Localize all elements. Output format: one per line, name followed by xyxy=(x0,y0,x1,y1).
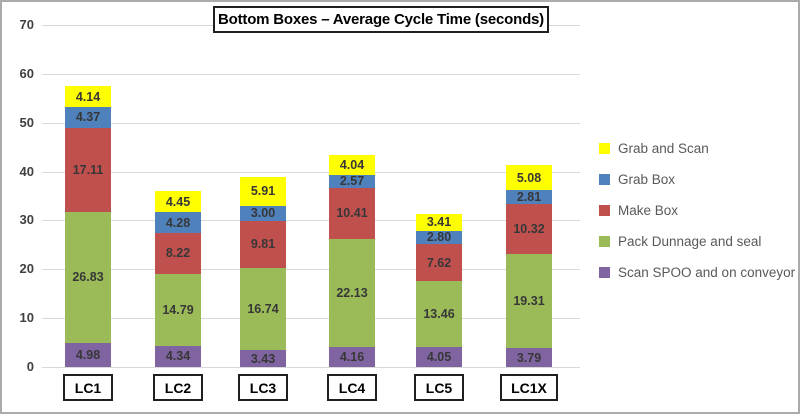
segment-value-label: 4.98 xyxy=(75,347,101,362)
segment-value-label: 17.11 xyxy=(72,162,104,177)
legend-item: Scan SPOO and on conveyor xyxy=(599,257,795,288)
segment-value-label: 14.79 xyxy=(162,302,194,317)
y-axis-tick-label: 50 xyxy=(19,114,34,130)
segment-value-label: 2.80 xyxy=(426,230,452,245)
segment-value-label: 4.45 xyxy=(165,194,191,209)
category-label-lc3: LC3 xyxy=(238,374,288,401)
segment-value-label: 5.91 xyxy=(250,184,276,199)
bar-segment: 2.80 xyxy=(416,230,462,245)
bar-segment: 13.46 xyxy=(416,281,462,348)
segment-value-label: 13.46 xyxy=(423,307,455,322)
gridline-y20 xyxy=(42,269,580,271)
segment-value-label: 2.81 xyxy=(516,189,542,204)
gridline-y50 xyxy=(42,122,580,124)
legend-swatch-icon xyxy=(599,236,610,247)
bar-segment: 19.31 xyxy=(506,254,552,349)
segment-value-label: 4.04 xyxy=(339,158,365,173)
segment-value-label: 7.62 xyxy=(426,255,452,270)
legend-item: Grab and Scan xyxy=(599,133,795,164)
legend-item: Grab Box xyxy=(599,164,795,195)
bar-segment: 4.04 xyxy=(329,155,375,176)
bar-segment: 26.83 xyxy=(65,211,111,343)
bar-segment: 2.81 xyxy=(506,190,552,204)
bar-segment: 16.74 xyxy=(240,268,286,351)
bar-segment: 4.98 xyxy=(65,342,111,367)
segment-value-label: 3.79 xyxy=(516,350,542,365)
bar-segment: 10.32 xyxy=(506,203,552,255)
segment-value-label: 10.32 xyxy=(513,221,545,236)
y-axis-tick-label: 70 xyxy=(19,17,34,32)
legend: Grab and Scan Grab Box Make Box Pack Dunnag… xyxy=(599,133,795,288)
segment-value-label: 4.14 xyxy=(75,89,101,104)
y-axis-tick-label: 40 xyxy=(19,163,34,179)
bar-segment: 5.91 xyxy=(240,176,286,206)
bar-segment: 17.11 xyxy=(65,127,111,212)
legend-swatch-icon xyxy=(599,143,610,154)
bar-segment: 2.57 xyxy=(329,174,375,189)
segment-value-label: 10.41 xyxy=(336,206,368,221)
legend-label: Make Box xyxy=(618,203,679,218)
segment-value-label: 16.74 xyxy=(247,302,279,317)
segment-value-label: 4.28 xyxy=(165,215,191,230)
bar-segment: 7.62 xyxy=(416,244,462,282)
bar-segment: 9.81 xyxy=(240,220,286,269)
category-label-lc2: LC2 xyxy=(153,374,203,401)
legend-label: Pack Dunnage and seal xyxy=(618,234,762,249)
segment-value-label: 3.41 xyxy=(426,215,452,230)
segment-value-label: 8.22 xyxy=(165,246,191,261)
category-label-lc1: LC1 xyxy=(63,374,113,401)
bar-segment: 5.08 xyxy=(506,165,552,190)
bar-segment: 3.79 xyxy=(506,348,552,367)
bar-segment: 4.05 xyxy=(416,347,462,367)
bar-segment: 4.28 xyxy=(155,212,201,234)
segment-value-label: 26.83 xyxy=(72,270,104,285)
legend-label: Grab Box xyxy=(618,172,676,187)
bar-segment: 8.22 xyxy=(155,233,201,274)
y-axis-tick-label: 30 xyxy=(19,212,34,228)
bar-segment: 4.14 xyxy=(65,86,111,107)
segment-value-label: 5.08 xyxy=(516,170,542,185)
legend-label: Scan SPOO and on conveyor xyxy=(618,265,796,280)
segment-value-label: 22.13 xyxy=(336,285,368,300)
segment-value-label: 2.57 xyxy=(339,174,365,189)
segment-value-label: 4.05 xyxy=(426,350,452,365)
chart-title: Bottom Boxes – Average Cycle Time (secon… xyxy=(213,6,549,33)
bar-segment: 10.41 xyxy=(329,187,375,239)
legend-item: Pack Dunnage and seal xyxy=(599,226,795,257)
bar-segment: 3.41 xyxy=(416,213,462,231)
bar-segment: 4.37 xyxy=(65,106,111,128)
segment-value-label: 19.31 xyxy=(513,294,545,309)
segment-value-label: 4.16 xyxy=(339,349,365,364)
y-axis-tick-label: 20 xyxy=(19,261,34,277)
bar-segment: 4.16 xyxy=(329,346,375,367)
bar-segment: 22.13 xyxy=(329,238,375,347)
segment-value-label: 3.00 xyxy=(250,206,276,221)
category-label-lc1x: LC1X xyxy=(500,374,558,401)
legend-swatch-icon xyxy=(599,205,610,216)
segment-value-label: 4.37 xyxy=(75,110,101,125)
y-axis-tick-label: 60 xyxy=(19,65,34,81)
gridline-y10 xyxy=(42,318,580,320)
gridline-y0 xyxy=(42,367,580,368)
category-label-lc4: LC4 xyxy=(327,374,377,401)
segment-value-label: 4.34 xyxy=(165,349,191,364)
legend-swatch-icon xyxy=(599,174,610,185)
y-axis-tick-label: 0 xyxy=(26,359,34,374)
legend-swatch-icon xyxy=(599,267,610,278)
category-label-lc5: LC5 xyxy=(414,374,464,401)
gridline-y60 xyxy=(42,73,580,75)
y-axis-tick-label: 10 xyxy=(19,310,34,326)
bar-segment: 3.43 xyxy=(240,350,286,367)
segment-value-label: 3.43 xyxy=(250,351,276,366)
segment-value-label: 9.81 xyxy=(250,237,276,252)
gridline-y40 xyxy=(42,171,580,173)
bar-segment: 3.00 xyxy=(240,205,286,221)
gridline-y30 xyxy=(42,220,580,222)
legend-item: Make Box xyxy=(599,195,795,226)
bar-segment: 4.34 xyxy=(155,345,201,367)
legend-label: Grab and Scan xyxy=(618,141,709,156)
bar-segment: 14.79 xyxy=(155,273,201,346)
bar-segment: 4.45 xyxy=(155,190,201,213)
